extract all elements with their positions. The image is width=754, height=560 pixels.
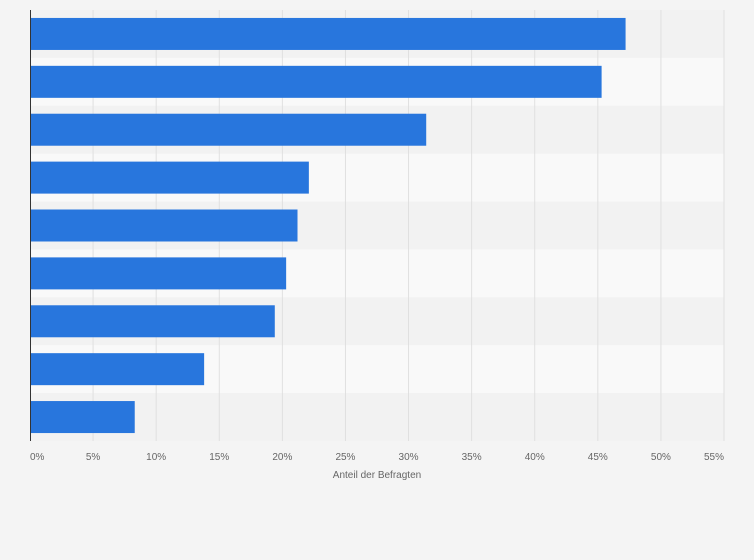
bar bbox=[30, 113, 427, 146]
x-tick-label: 40% bbox=[525, 452, 545, 463]
bar bbox=[30, 161, 309, 194]
row-band bbox=[30, 393, 724, 441]
bar bbox=[30, 353, 205, 386]
bar bbox=[30, 65, 602, 98]
x-tick-label: 10% bbox=[146, 452, 166, 463]
x-tick-label: 5% bbox=[86, 452, 101, 463]
x-tick-label: 50% bbox=[651, 452, 671, 463]
x-tick-label: 35% bbox=[462, 452, 482, 463]
x-axis-title: Anteil der Befragten bbox=[333, 470, 421, 481]
bar bbox=[30, 257, 287, 290]
x-tick-label: 45% bbox=[588, 452, 608, 463]
bar bbox=[30, 401, 135, 434]
x-tick-label: 0% bbox=[30, 452, 45, 463]
bar bbox=[30, 305, 275, 338]
x-tick-label: 20% bbox=[272, 452, 292, 463]
bar bbox=[30, 209, 298, 242]
bars bbox=[30, 17, 626, 434]
x-tick-label: 30% bbox=[399, 452, 419, 463]
x-tick-label: 55% bbox=[704, 452, 724, 463]
x-tick-label: 15% bbox=[209, 452, 229, 463]
x-tick-labels: 0% 5% 10% 15% 20% 25% 30% 35% 40% 45% 50% 55% bbox=[30, 452, 724, 463]
x-tick-label: 25% bbox=[335, 452, 355, 463]
bar bbox=[30, 17, 626, 50]
